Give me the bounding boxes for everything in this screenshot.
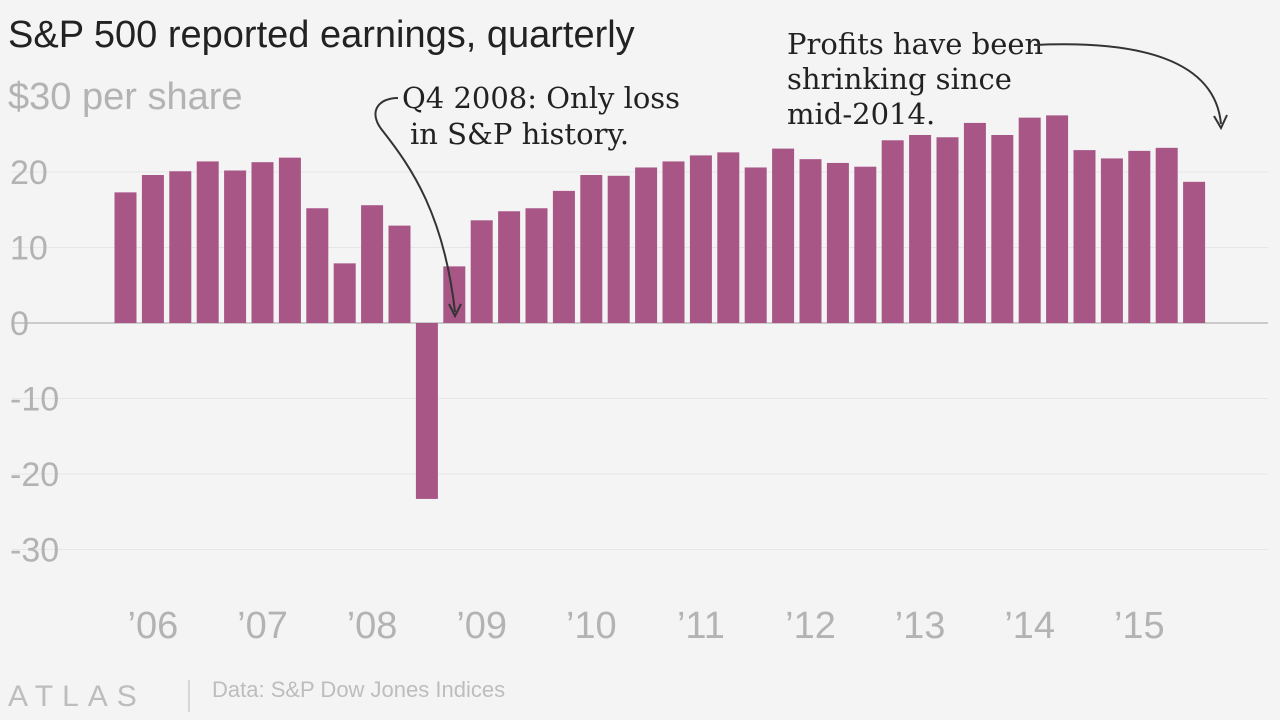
bar: Q1 2013: 24.2	[881, 140, 904, 323]
bar: Q2 2008: 15.6	[361, 205, 384, 323]
bar: Q1 2012: 23.1	[772, 148, 795, 323]
bar: Q1 2009: 7.5	[443, 266, 466, 323]
bar: Q1 2014: 24.9	[991, 135, 1014, 323]
bar: Q1 2015: 21.8	[1100, 158, 1123, 323]
bar: Q3 2009: 14.8	[498, 211, 521, 323]
bar: Q1 2011: 21.4	[662, 161, 685, 323]
bar: Q2 2015: 22.8	[1128, 150, 1151, 323]
y-tick-label: 0	[10, 305, 29, 343]
x-tick-label: ’15	[1114, 605, 1165, 647]
y-axis-unit-label: $30 per share	[8, 76, 243, 118]
x-tick-label: ’11	[677, 605, 725, 647]
bar: Q2 2014: 27.2	[1018, 117, 1041, 323]
bar: Q1 2006: 17.3	[114, 192, 137, 323]
annotation-q4-2008-arrow	[374, 97, 456, 313]
bar: Q3 2010: 19.5	[607, 175, 630, 323]
annotation-mid-2014-arrow	[1033, 43, 1222, 125]
annotation-q4-2008-line-1: Q4 2008: Only loss	[402, 81, 680, 115]
bar: Q2 2006: 19.6	[141, 175, 164, 323]
bar: Q2 2010: 19.6	[580, 175, 603, 323]
annotation-mid-2014-line-2: shrinking since	[787, 62, 1012, 96]
x-tick-label: ’07	[237, 605, 288, 647]
annotation-mid-2014: Profits have been shrinking since mid-20…	[787, 27, 1228, 131]
annotation-q4-2008-line-2: in S&P history.	[410, 117, 629, 151]
bar: Q2 2013: 24.9	[909, 135, 932, 323]
x-tick-label: ’08	[347, 605, 398, 647]
annotation-q4-2008-arrowhead	[448, 303, 462, 319]
y-axis-ticks: -30 -20 -10 0 10 20	[10, 154, 59, 570]
source-note: Data: S&P Dow Jones Indices	[212, 677, 505, 702]
bar: Q3 2012: 21.2	[826, 162, 849, 323]
bar: Q2 2007: 21.3	[251, 162, 274, 323]
bar: Q4 2011: 20.6	[744, 167, 767, 323]
x-tick-label: ’13	[895, 605, 946, 647]
y-tick-label: 20	[10, 154, 48, 192]
bar: Q4 2015: 18.7	[1183, 181, 1206, 323]
bars: Q1 2006: 17.3Q2 2006: 19.6Q3 2006: 20.1Q…	[114, 115, 1206, 499]
x-tick-label: ’09	[456, 605, 507, 647]
y-tick-label: -20	[10, 456, 59, 494]
bar: Q1 2010: 17.5	[552, 190, 575, 323]
bar: Q4 2007: 15.2	[306, 208, 329, 323]
bar: Q4 2010: 20.6	[635, 167, 658, 323]
bar: Q3 2013: 24.6	[936, 137, 959, 323]
y-tick-label: -30	[10, 532, 59, 570]
bar: Q1 2008: 7.9	[333, 263, 356, 323]
x-axis-ticks: ’06 ’07 ’08 ’09 ’10 ’11 ’12 ’13 ’14 ’15	[128, 605, 1165, 647]
bar: Q2 2009: 13.6	[470, 220, 493, 323]
y-tick-label: 10	[10, 230, 48, 268]
x-tick-label: ’14	[1004, 605, 1055, 647]
bar: Q4 2009: 15.2	[525, 208, 548, 323]
x-tick-label: ’10	[566, 605, 617, 647]
atlas-logo: ATLAS	[8, 680, 146, 713]
bar: Q3 2008: 12.9	[388, 225, 411, 323]
bar: Q4 2013: 26.5	[963, 122, 986, 323]
bar: Q3 2006: 20.1	[169, 171, 192, 323]
annotation-mid-2014-arrowhead	[1213, 114, 1228, 131]
bar: Q3 2015: 23.2	[1155, 147, 1178, 323]
y-tick-label: -10	[10, 381, 59, 419]
chart-title: S&P 500 reported earnings, quarterly	[8, 14, 635, 56]
bar: Q4 2006: 21.4	[196, 161, 219, 323]
annotation-mid-2014-line-1: Profits have been	[787, 27, 1043, 61]
bar: Q4 2012: 20.7	[854, 166, 877, 323]
bar: Q4 2008: -23.3	[415, 323, 438, 499]
bar: Q3 2011: 22.6	[717, 152, 740, 323]
annotation-mid-2014-line-3: mid-2014.	[787, 97, 935, 131]
x-tick-label: ’12	[785, 605, 836, 647]
annotation-q4-2008: Q4 2008: Only loss in S&P history.	[374, 81, 680, 319]
bar: Q4 2014: 22.9	[1073, 150, 1096, 323]
x-tick-label: ’06	[128, 605, 179, 647]
bar: Q2 2011: 22.2	[689, 155, 712, 323]
bar: Q2 2012: 21.7	[799, 159, 822, 323]
bar: Q3 2007: 21.9	[278, 157, 301, 323]
bar: Q1 2007: 20.2	[224, 170, 247, 323]
bar: Q3 2014: 27.5	[1046, 115, 1069, 323]
